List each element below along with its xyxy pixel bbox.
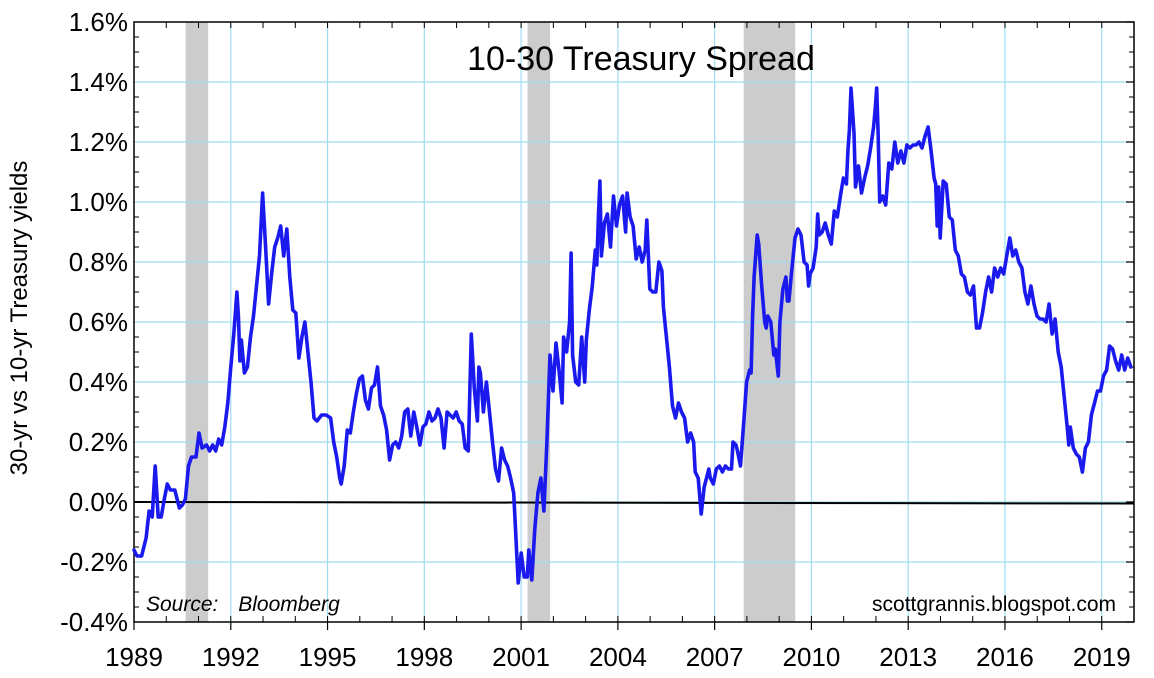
source-note: Source: Bloomberg [146,593,340,616]
x-tick-label: 1992 [202,642,260,672]
x-tick-label: 1998 [395,642,453,672]
y-tick-label: 0.0% [69,487,128,517]
y-tick-label: 0.8% [69,247,128,277]
x-tick-labels: 1989 1992 1995 1998 2001 2004 2007 2010 2013 2016… [105,642,1131,672]
y-tick-label: -0.2% [60,547,128,577]
x-tick-label: 2010 [782,642,840,672]
y-tick-label: 0.2% [69,427,128,457]
source-value: Bloomberg [238,593,340,616]
source-label: Source: [146,593,218,616]
x-tick-label: 2001 [492,642,550,672]
y-tick-label: 1.4% [69,67,128,97]
x-tick-label: 1989 [105,642,163,672]
y-tick-label: 1.6% [69,7,128,37]
y-tick-label: 1.0% [69,187,128,217]
x-tick-label: 2016 [976,642,1034,672]
y-tick-labels: 1.6% 1.4% 1.2% 1.0% 0.8% 0.6% 0.4% 0.2% 0.0% -0.2… [60,7,128,637]
x-tick-label: 2019 [1073,642,1131,672]
credit-note: scottgrannis.blogspot.com [872,593,1116,616]
x-tick-label: 1995 [299,642,357,672]
series-line [132,86,1133,585]
x-tick-label: 2004 [589,642,647,672]
x-tick-label: 2007 [686,642,744,672]
y-tick-label: 0.6% [69,307,128,337]
ticks [133,21,1135,630]
y-tick-label: -0.4% [60,607,128,637]
x-tick-label: 2013 [879,642,937,672]
zero-line [133,501,1135,505]
y-tick-label: 0.4% [69,367,128,397]
chart-title: 10-30 Treasury Spread [467,40,815,78]
gridlines [134,22,1134,622]
y-tick-label: 1.2% [69,127,128,157]
y-axis-title: 30-yr vs 10-yr Treasury yields [6,161,33,476]
